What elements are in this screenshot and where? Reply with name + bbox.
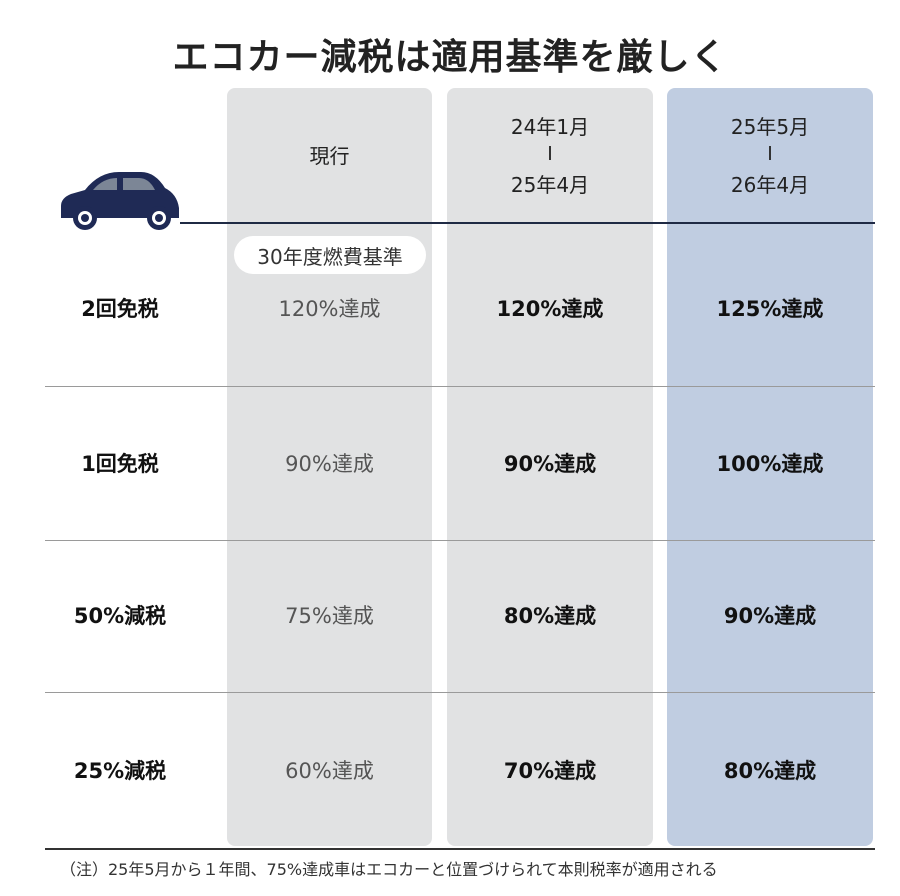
cell-period-2: 125%達成 [716,297,824,321]
cell-period-1: 90%達成 [503,452,597,476]
column-header-current: 現行 [227,100,432,212]
cell-current: 75%達成 [285,604,374,628]
table-row: 50%減税 75%達成 80%達成 90%達成 [0,585,900,645]
cell-current: 120%達成 [278,297,381,321]
row-label: 1回免税 [81,452,159,476]
cell-period-2: 100%達成 [716,452,824,476]
table-bottom-rule [45,848,875,850]
cell-period-1: 80%達成 [503,604,597,628]
car-icon [61,172,179,230]
page-title: エコカー減税は適用基準を厳しく [172,37,728,78]
period-start: 25年5月 [730,115,810,139]
header-divider [180,222,875,224]
column-header-period-2: 25年5月 26年4月 [667,100,873,212]
footnote: （注）25年5月から１年間、75%達成車はエコカーと位置づけられて本則税率が適用… [60,860,718,879]
row-label: 2回免税 [81,297,159,321]
row-divider [45,692,875,693]
table-row: 2回免税 120%達成 120%達成 125%達成 [0,278,900,338]
row-label: 25%減税 [73,759,167,783]
column-header-period-1: 24年1月 25年4月 [447,100,653,212]
period-range-bar [769,146,771,160]
column-header-label: 現行 [309,144,350,168]
cell-period-1: 70%達成 [503,759,597,783]
cell-period-2: 80%達成 [723,759,817,783]
table-row: 25%減税 60%達成 70%達成 80%達成 [0,740,900,800]
cell-period-1: 120%達成 [496,297,604,321]
column-period-1-bg [447,88,653,846]
cell-current: 90%達成 [285,452,374,476]
cell-current: 60%達成 [285,759,374,783]
row-divider [45,386,875,387]
period-end: 25年4月 [510,173,590,197]
column-period-2-bg [667,88,873,846]
row-divider [45,540,875,541]
period-end: 26年4月 [730,173,810,197]
standard-badge: 30年度燃費基準 [234,236,426,274]
period-range-bar [549,146,551,160]
table-row: 1回免税 90%達成 90%達成 100%達成 [0,433,900,493]
column-current-bg [227,88,432,846]
cell-period-2: 90%達成 [723,604,817,628]
period-start: 24年1月 [510,115,590,139]
row-label: 50%減税 [73,604,167,628]
